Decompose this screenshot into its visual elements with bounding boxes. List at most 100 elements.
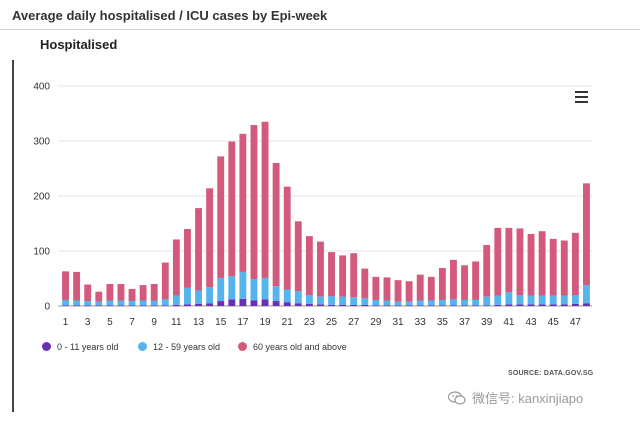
bar-60-plus-week-44[interactable]	[538, 231, 546, 296]
bar-12-59-week-15[interactable]	[217, 277, 225, 302]
bar-12-59-week-35[interactable]	[438, 299, 446, 306]
bar-60-plus-week-47[interactable]	[571, 232, 579, 295]
bar-12-59-week-17[interactable]	[239, 271, 247, 299]
bar-60-plus-week-9[interactable]	[150, 284, 158, 301]
bar-0-11-week-4[interactable]	[95, 305, 103, 306]
bar-0-11-week-26[interactable]	[339, 304, 347, 306]
bar-0-11-week-18[interactable]	[250, 300, 258, 307]
bar-0-11-week-7[interactable]	[128, 305, 136, 306]
bar-60-plus-week-8[interactable]	[139, 285, 147, 301]
bar-60-plus-week-3[interactable]	[84, 284, 92, 302]
bar-60-plus-week-48[interactable]	[583, 183, 590, 286]
bar-60-plus-week-27[interactable]	[350, 253, 358, 298]
bar-0-11-week-35[interactable]	[438, 305, 446, 306]
bar-12-59-week-14[interactable]	[206, 287, 214, 304]
bar-0-11-week-8[interactable]	[139, 305, 147, 306]
bar-12-59-week-48[interactable]	[583, 285, 590, 304]
bar-12-59-week-19[interactable]	[261, 277, 269, 300]
bar-0-11-week-14[interactable]	[206, 303, 214, 306]
bar-60-plus-week-42[interactable]	[516, 228, 524, 295]
bar-60-plus-week-38[interactable]	[472, 261, 480, 300]
bar-12-59-week-22[interactable]	[294, 291, 302, 304]
bar-0-11-week-39[interactable]	[483, 305, 491, 306]
bar-12-59-week-24[interactable]	[317, 296, 324, 305]
bar-12-59-week-47[interactable]	[571, 295, 579, 304]
bar-60-plus-week-45[interactable]	[549, 238, 557, 296]
bar-60-plus-week-10[interactable]	[161, 262, 169, 300]
bar-60-plus-week-18[interactable]	[250, 125, 258, 280]
bar-0-11-week-37[interactable]	[461, 305, 468, 306]
bar-60-plus-week-22[interactable]	[294, 221, 302, 292]
bar-0-11-week-10[interactable]	[161, 305, 169, 306]
bar-0-11-week-16[interactable]	[228, 299, 236, 306]
bar-60-plus-week-35[interactable]	[438, 268, 446, 300]
bar-60-plus-week-33[interactable]	[416, 274, 424, 301]
bar-60-plus-week-5[interactable]	[106, 284, 114, 301]
bar-0-11-week-29[interactable]	[372, 305, 380, 306]
bar-0-11-week-34[interactable]	[427, 305, 435, 306]
bar-12-59-week-36[interactable]	[450, 299, 457, 306]
bar-12-59-week-6[interactable]	[117, 300, 125, 306]
bar-60-plus-week-23[interactable]	[305, 236, 313, 295]
bar-12-59-week-37[interactable]	[461, 299, 468, 306]
bar-0-11-week-48[interactable]	[583, 303, 590, 306]
bar-0-11-week-17[interactable]	[239, 298, 247, 306]
bar-12-59-week-40[interactable]	[494, 295, 502, 305]
bar-12-59-week-11[interactable]	[172, 295, 180, 305]
bar-0-11-week-1[interactable]	[62, 305, 69, 306]
bar-0-11-week-36[interactable]	[450, 305, 457, 306]
bar-12-59-week-5[interactable]	[106, 300, 114, 306]
bar-60-plus-week-43[interactable]	[527, 233, 535, 296]
bar-60-plus-week-41[interactable]	[505, 227, 513, 293]
bar-12-59-week-28[interactable]	[361, 298, 369, 305]
bar-12-59-week-32[interactable]	[405, 301, 413, 306]
bar-0-11-week-40[interactable]	[494, 304, 502, 306]
bar-12-59-week-9[interactable]	[150, 300, 158, 306]
bar-12-59-week-20[interactable]	[272, 286, 280, 302]
bar-0-11-week-42[interactable]	[516, 304, 524, 306]
bar-12-59-week-16[interactable]	[228, 276, 236, 300]
bar-12-59-week-1[interactable]	[62, 299, 69, 306]
bar-12-59-week-7[interactable]	[128, 301, 136, 306]
bar-60-plus-week-26[interactable]	[339, 255, 347, 297]
bar-0-11-week-31[interactable]	[394, 305, 402, 306]
bar-60-plus-week-29[interactable]	[372, 276, 380, 300]
bar-60-plus-week-24[interactable]	[317, 241, 324, 297]
bar-12-59-week-8[interactable]	[139, 300, 147, 306]
bar-0-11-week-2[interactable]	[73, 305, 81, 306]
bar-12-59-week-13[interactable]	[195, 290, 202, 304]
bar-60-plus-week-31[interactable]	[394, 280, 402, 302]
bar-60-plus-week-7[interactable]	[128, 288, 136, 302]
bar-60-plus-week-16[interactable]	[228, 141, 236, 277]
bar-12-59-week-21[interactable]	[283, 289, 291, 303]
bar-12-59-week-2[interactable]	[73, 300, 81, 306]
bar-60-plus-week-25[interactable]	[328, 252, 335, 297]
bar-0-11-week-22[interactable]	[294, 303, 302, 306]
bar-60-plus-week-21[interactable]	[283, 186, 291, 290]
legend-item-12-59[interactable]: 12 - 59 years old	[138, 342, 220, 352]
bar-60-plus-week-15[interactable]	[217, 156, 225, 278]
bar-60-plus-week-36[interactable]	[450, 259, 457, 300]
bar-12-59-week-31[interactable]	[394, 301, 402, 306]
bar-0-11-week-27[interactable]	[350, 304, 358, 306]
bar-12-59-week-18[interactable]	[250, 279, 258, 301]
bar-12-59-week-27[interactable]	[350, 297, 358, 305]
bar-12-59-week-44[interactable]	[538, 295, 546, 305]
bar-60-plus-week-4[interactable]	[95, 291, 103, 302]
bar-12-59-week-33[interactable]	[416, 300, 424, 306]
bar-0-11-week-5[interactable]	[106, 305, 114, 306]
bar-0-11-week-23[interactable]	[305, 303, 313, 306]
bar-0-11-week-15[interactable]	[217, 301, 225, 306]
bar-60-plus-week-12[interactable]	[184, 229, 191, 288]
bar-0-11-week-12[interactable]	[184, 304, 191, 306]
bar-60-plus-week-14[interactable]	[206, 188, 214, 288]
hamburger-menu-icon[interactable]	[575, 91, 588, 103]
bar-0-11-week-19[interactable]	[261, 299, 269, 306]
bar-0-11-week-28[interactable]	[361, 304, 369, 306]
bar-0-11-week-32[interactable]	[405, 305, 413, 306]
bar-12-59-week-29[interactable]	[372, 299, 380, 306]
bar-0-11-week-20[interactable]	[272, 301, 280, 306]
bar-0-11-week-25[interactable]	[328, 304, 335, 306]
bar-0-11-week-33[interactable]	[416, 305, 424, 306]
bar-12-59-week-41[interactable]	[505, 292, 513, 305]
